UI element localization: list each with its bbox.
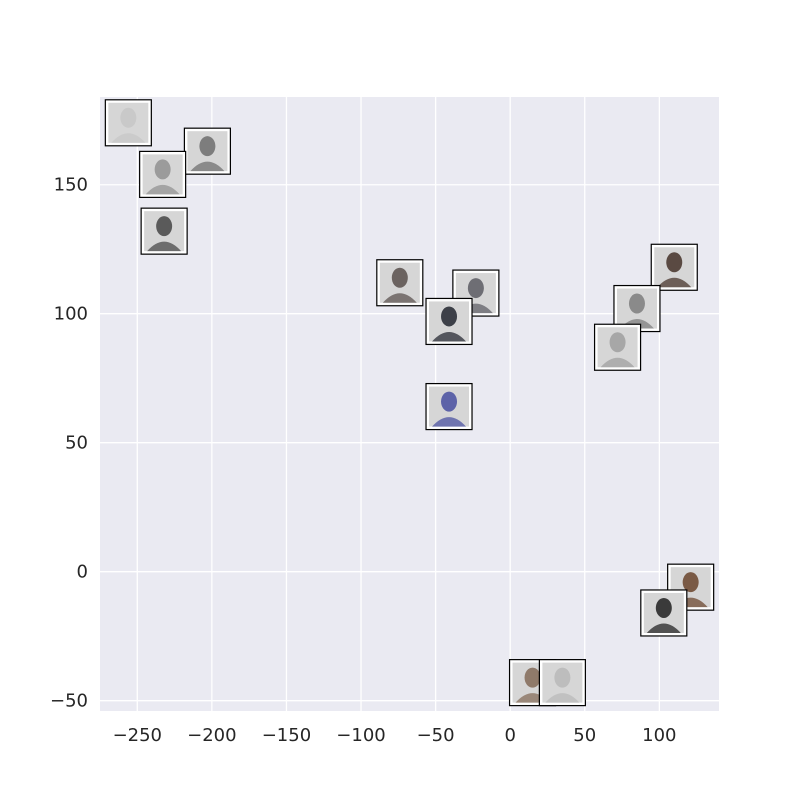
portrait-head xyxy=(524,667,541,688)
y-tick-label: 100 xyxy=(54,304,88,325)
portrait-shoulders xyxy=(657,277,692,288)
portrait-shoulders xyxy=(147,241,182,252)
face-thumbnail-point xyxy=(139,150,187,198)
plot-area-background xyxy=(100,97,719,711)
y-tick-label: 150 xyxy=(54,175,88,196)
x-tick-label: 0 xyxy=(504,725,515,746)
face-thumbnail-point xyxy=(452,269,500,317)
portrait-head xyxy=(441,306,458,327)
portrait-head xyxy=(609,332,626,353)
portrait-head xyxy=(467,278,484,299)
x-axis-tick-labels: −250 −200 −150 −100 −50 0 50 100 xyxy=(113,725,677,746)
data-points xyxy=(104,99,715,707)
x-tick-label: 50 xyxy=(573,725,596,746)
face-thumbnail-point xyxy=(140,207,188,255)
portrait-head xyxy=(628,293,645,314)
x-tick-label: −200 xyxy=(187,725,236,746)
portrait-head xyxy=(441,391,458,412)
x-tick-label: 100 xyxy=(642,725,676,746)
y-tick-label: 50 xyxy=(65,433,88,454)
x-tick-label: −150 xyxy=(262,725,311,746)
portrait-head xyxy=(154,159,171,180)
portrait-shoulders xyxy=(111,133,146,143)
portrait-head xyxy=(682,572,699,593)
portrait-shoulders xyxy=(646,623,681,633)
portrait-shoulders xyxy=(382,293,417,303)
face-thumbnail-point xyxy=(104,99,152,147)
face-thumbnail-point xyxy=(183,127,231,175)
y-axis-tick-labels: −50 0 50 100 150 xyxy=(50,175,88,712)
face-thumbnail-point xyxy=(376,259,424,307)
face-thumbnail-point xyxy=(640,589,688,637)
y-tick-label: −50 xyxy=(50,691,88,712)
portrait-head xyxy=(120,107,137,128)
face-thumbnail-point xyxy=(425,382,473,431)
portrait-shoulders xyxy=(545,693,580,703)
x-tick-label: −250 xyxy=(113,725,162,746)
portrait-head xyxy=(554,667,571,688)
x-tick-label: −50 xyxy=(417,725,455,746)
y-tick-label: 0 xyxy=(77,562,88,583)
portrait-head xyxy=(156,216,173,237)
x-tick-label: −100 xyxy=(336,725,385,746)
portrait-shoulders xyxy=(432,417,467,427)
face-thumbnail-point xyxy=(593,323,642,371)
portrait-shoulders xyxy=(190,161,225,172)
portrait-head xyxy=(666,252,683,273)
face-thumbnail-point xyxy=(425,297,473,346)
portrait-head xyxy=(655,597,672,618)
portrait-shoulders xyxy=(432,331,467,342)
portrait-head xyxy=(199,136,216,157)
face-thumbnail-point xyxy=(538,659,586,707)
portrait-head xyxy=(391,267,408,288)
portrait-shoulders xyxy=(145,184,180,195)
portrait-shoulders xyxy=(600,357,635,368)
face-thumbnail-point xyxy=(650,243,698,291)
